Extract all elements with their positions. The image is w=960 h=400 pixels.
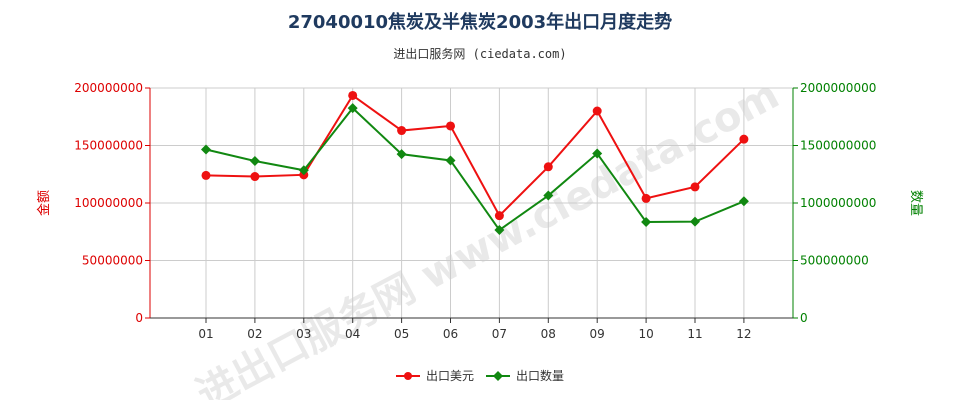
legend-label-export-quantity[interactable]: 出口数量	[516, 368, 564, 383]
data-point-export-quantity	[738, 196, 749, 207]
right-tick-label: 500000000	[800, 254, 869, 268]
data-point-export-quantity	[249, 156, 260, 167]
left-tick-label: 100000000	[74, 196, 143, 210]
right-axis-title: 数量	[908, 190, 923, 216]
right-tick-label: 1500000000	[800, 139, 876, 153]
left-tick-label: 0	[135, 311, 143, 325]
data-point-export-usd	[592, 106, 602, 116]
right-tick-label: 2000000000	[800, 81, 876, 95]
data-point-export-usd	[201, 170, 211, 180]
legend-label-export-usd[interactable]: 出口美元	[426, 369, 474, 383]
right-axis-ticks: 0 500000000 1000000000 1500000000 2000000000	[793, 81, 876, 325]
data-point-export-quantity	[445, 155, 456, 166]
data-point-export-quantity	[543, 190, 554, 201]
series-layer	[201, 90, 749, 236]
x-tick-label: 12	[736, 327, 751, 341]
data-point-export-usd	[348, 90, 358, 100]
legend-marker-export-quantity	[493, 371, 503, 381]
x-tick-label: 03	[296, 327, 311, 341]
right-tick-label: 1000000000	[800, 196, 876, 210]
data-point-export-usd	[690, 182, 700, 192]
x-tick-label: 07	[492, 327, 507, 341]
x-tick-label: 01	[198, 327, 213, 341]
left-axis-title: 金额	[36, 190, 52, 216]
data-point-export-quantity	[690, 216, 700, 227]
data-point-export-quantity	[641, 216, 652, 227]
series-line-export-quantity	[205, 106, 745, 232]
data-point-export-quantity	[494, 225, 505, 236]
series-line-export-usd	[205, 94, 745, 218]
left-axis-ticks: 0 50000000 100000000 150000000 200000000	[74, 81, 150, 325]
data-point-export-usd	[397, 126, 407, 136]
data-point-export-usd	[739, 134, 749, 144]
x-tick-label: 11	[687, 327, 702, 341]
chart-subtitle: 进出口服务网 (ciedata.com)	[393, 46, 566, 61]
left-tick-label: 50000000	[82, 254, 143, 268]
legend-marker-export-usd	[404, 372, 412, 380]
data-point-export-quantity	[592, 148, 603, 159]
data-point-export-usd	[494, 211, 504, 221]
data-point-export-quantity	[298, 165, 309, 176]
x-tick-label: 04	[345, 327, 360, 341]
x-tick-label: 05	[394, 327, 409, 341]
data-point-export-usd	[250, 172, 260, 182]
left-tick-label: 150000000	[74, 139, 143, 153]
x-tick-label: 09	[590, 327, 605, 341]
data-point-export-usd	[641, 193, 651, 203]
legend[interactable]: 出口美元 出口数量	[396, 368, 564, 383]
x-tick-label: 08	[541, 327, 556, 341]
x-tick-label: 06	[443, 327, 458, 341]
x-tick-label: 10	[638, 327, 653, 341]
data-point-export-usd	[446, 121, 455, 131]
left-tick-label: 200000000	[74, 81, 143, 95]
chart-title: 27040010焦炭及半焦炭2003年出口月度走势	[288, 11, 672, 33]
x-tick-label: 02	[247, 327, 262, 341]
data-point-export-quantity	[396, 149, 407, 160]
right-tick-label: 0	[800, 311, 808, 325]
x-axis-ticks: 01 02 03 04 05 06 07 08 09 10 11 12	[198, 318, 752, 341]
data-point-export-quantity	[201, 144, 211, 155]
watermark: 进出口服务网 www.ciedata.com	[189, 72, 786, 400]
data-point-export-usd	[543, 162, 553, 172]
data-point-export-quantity	[347, 103, 358, 114]
